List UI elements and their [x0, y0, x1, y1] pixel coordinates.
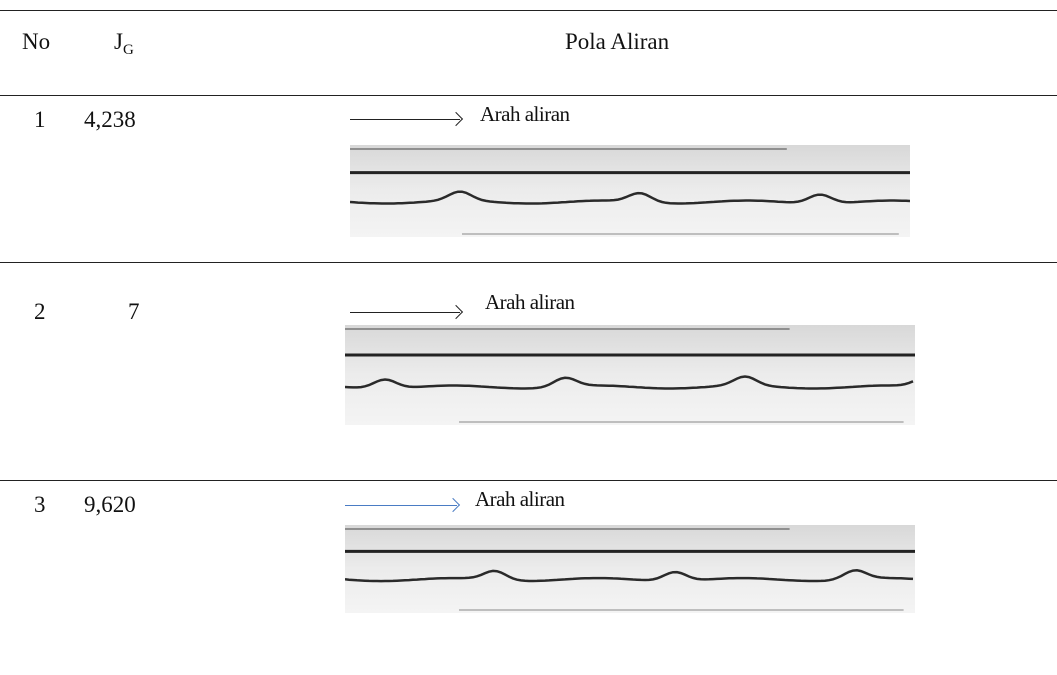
flow-image-part [350, 145, 910, 237]
header-jg: JG [114, 30, 134, 58]
flow-image-part [345, 525, 915, 613]
header-pattern: Pola Aliran [565, 30, 669, 53]
header-jg-main: J [114, 29, 123, 54]
flow-arrow [350, 312, 460, 313]
row-no: 1 [34, 108, 46, 131]
flow-caption: Arah aliran [475, 489, 565, 510]
flow-image [345, 325, 915, 425]
row-no: 3 [34, 493, 46, 516]
flow-caption: Arah aliran [480, 104, 570, 125]
table-page: No JG Pola Aliran 1 4,238 Arah aliran 2 … [0, 0, 1057, 675]
header-jg-sub: G [123, 42, 134, 58]
flow-image [345, 525, 915, 613]
row-no: 2 [34, 300, 46, 323]
row-jg: 7 [128, 300, 140, 323]
flow-arrow [345, 505, 457, 506]
row-jg: 4,238 [84, 108, 136, 131]
row-rule [0, 480, 1057, 481]
top-rule [0, 10, 1057, 11]
row-rule [0, 262, 1057, 263]
flow-image-part [345, 325, 915, 425]
flow-arrow [350, 119, 460, 120]
row-rule [0, 95, 1057, 96]
flow-image [350, 145, 910, 237]
header-no: No [22, 30, 50, 53]
flow-caption: Arah aliran [485, 292, 575, 313]
row-jg: 9,620 [84, 493, 136, 516]
